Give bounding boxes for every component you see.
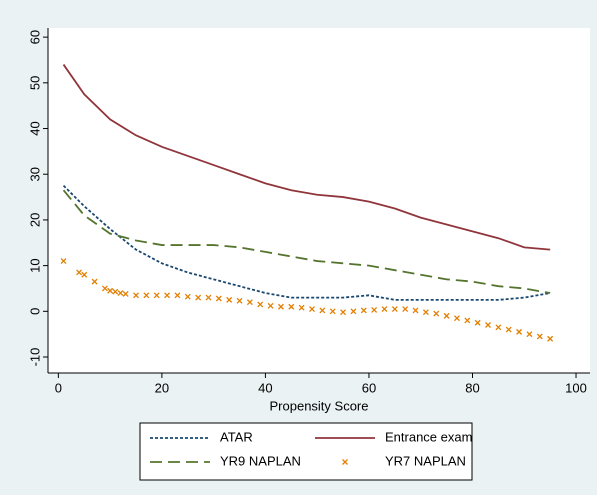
scatter-point bbox=[309, 306, 315, 312]
scatter-point bbox=[205, 294, 212, 301]
scatter-point bbox=[226, 296, 233, 303]
plot-area bbox=[48, 28, 590, 373]
scatter-point bbox=[443, 312, 450, 319]
y-tick-label: 10 bbox=[27, 258, 42, 272]
line-series bbox=[62, 64, 551, 251]
scatter-point bbox=[184, 293, 191, 300]
scatter-point bbox=[277, 303, 284, 310]
scatter-point bbox=[350, 308, 357, 315]
scatter-point bbox=[453, 315, 460, 322]
scatter-point bbox=[122, 290, 129, 297]
legend-label: ATAR bbox=[220, 429, 253, 444]
x-tick-label: 60 bbox=[362, 380, 376, 395]
scatter-point bbox=[246, 299, 253, 306]
scatter-point bbox=[536, 333, 543, 340]
scatter-point bbox=[516, 328, 523, 335]
scatter-point bbox=[91, 278, 98, 285]
scatter-point bbox=[371, 306, 378, 313]
line-series bbox=[62, 185, 551, 301]
y-tick-label: -10 bbox=[27, 348, 42, 367]
y-tick-label: 50 bbox=[27, 76, 42, 90]
scatter-point bbox=[257, 301, 264, 308]
x-axis-label: Propensity Score bbox=[270, 398, 369, 413]
y-tick-label: 60 bbox=[27, 30, 42, 44]
scatter-point bbox=[298, 304, 305, 311]
scatter-point bbox=[505, 326, 512, 333]
scatter-point bbox=[474, 319, 481, 326]
scatter-point bbox=[164, 292, 171, 299]
scatter-point bbox=[381, 306, 388, 312]
scatter-point bbox=[133, 292, 139, 299]
scatter-point bbox=[422, 309, 429, 316]
legend-label: YR9 NAPLAN bbox=[220, 453, 301, 468]
scatter-point bbox=[195, 294, 202, 301]
scatter-point bbox=[174, 292, 181, 299]
scatter-point bbox=[464, 317, 471, 324]
scatter-point bbox=[153, 292, 160, 299]
scatter-point bbox=[495, 324, 502, 331]
line-series bbox=[62, 189, 551, 294]
legend-box bbox=[139, 422, 473, 481]
x-tick-label: 20 bbox=[155, 380, 169, 395]
legend-symbol bbox=[342, 459, 348, 465]
x-tick-label: 80 bbox=[465, 380, 479, 395]
y-tick-label: 0 bbox=[27, 308, 42, 315]
scatter-point bbox=[340, 309, 347, 316]
scatter-point bbox=[360, 307, 367, 314]
x-tick-label: 100 bbox=[565, 380, 587, 395]
y-tick-label: 40 bbox=[27, 121, 42, 135]
scatter-point bbox=[485, 322, 491, 328]
scatter-point bbox=[81, 271, 88, 278]
scatter-point bbox=[402, 306, 409, 312]
x-tick-label: 0 bbox=[55, 380, 62, 395]
scatter-point bbox=[547, 335, 554, 342]
scatter-point bbox=[526, 331, 533, 338]
scatter-point bbox=[391, 306, 398, 312]
y-tick-label: 30 bbox=[27, 167, 42, 181]
scatter-point bbox=[433, 310, 440, 317]
scatter-point bbox=[329, 308, 336, 315]
scatter-point bbox=[143, 292, 150, 299]
scatter-point bbox=[236, 297, 243, 304]
scatter-point bbox=[107, 287, 114, 294]
scatter-point bbox=[112, 288, 119, 295]
scatter-point bbox=[215, 295, 222, 302]
y-tick-label: 20 bbox=[27, 213, 42, 227]
legend-label: Entrance exam bbox=[385, 429, 472, 444]
scatter-point bbox=[101, 285, 108, 292]
scatter-point bbox=[288, 303, 295, 310]
scatter-point bbox=[412, 307, 419, 314]
scatter-point bbox=[267, 302, 274, 309]
scatter-point bbox=[319, 307, 326, 314]
scatter-point bbox=[76, 269, 83, 276]
legend-label: YR7 NAPLAN bbox=[385, 453, 466, 468]
scatter-point bbox=[60, 258, 67, 265]
x-tick-label: 40 bbox=[258, 380, 272, 395]
scatter-point bbox=[117, 290, 124, 296]
